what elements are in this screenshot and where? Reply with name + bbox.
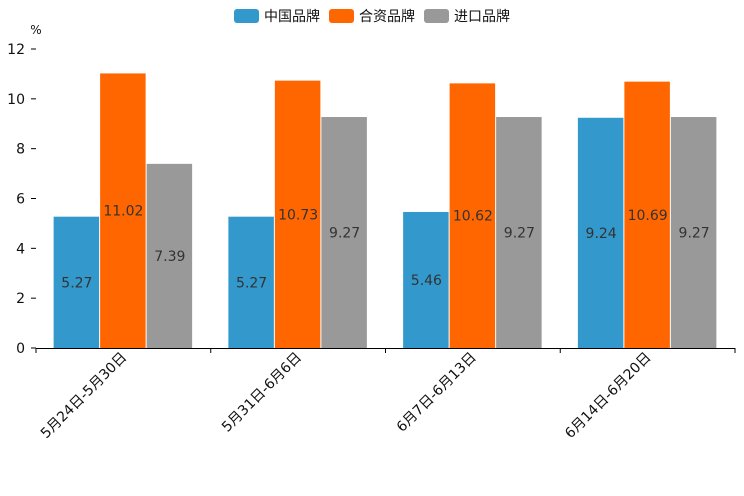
data-label: 11.02 — [103, 204, 143, 220]
legend-label: 中国品牌 — [264, 8, 320, 25]
data-label: 9.27 — [504, 226, 535, 242]
bar-1-4 — [577, 117, 624, 349]
data-label: 5.27 — [61, 275, 92, 291]
data-label: 10.69 — [628, 208, 668, 224]
data-label: 7.39 — [154, 249, 185, 265]
data-labels: 5.27 11.02 7.39 5.27 10.73 9.27 5.46 10.62 9.27 9… — [61, 204, 709, 292]
x-tick-label: 5月24日-5月30日 — [38, 350, 130, 442]
data-label: 9.27 — [329, 226, 360, 242]
y-tick-label: 6 — [16, 192, 25, 208]
y-tick-label: 0 — [16, 341, 25, 357]
bar-1-2 — [228, 216, 274, 348]
data-label: 5.27 — [236, 275, 267, 291]
y-tick-label: 4 — [16, 241, 25, 257]
data-label: 9.27 — [679, 226, 710, 242]
y-tick-label: 10 — [7, 92, 25, 108]
data-label: 9.24 — [586, 226, 617, 242]
bar-1-1 — [53, 216, 100, 348]
y-tick-label: 8 — [16, 142, 25, 158]
legend-swatch — [329, 9, 354, 23]
legend-swatch — [234, 9, 259, 23]
bar-3-1 — [146, 163, 193, 348]
legend-label: 进口品牌 — [454, 8, 510, 25]
x-axis: 5月24日-5月30日 5月31日-6月6日 6月7日-6月13日 6月14日-6月2… — [35, 348, 736, 442]
legend-swatch — [424, 9, 449, 23]
bar-3-3 — [496, 117, 542, 349]
y-tick-label: 12 — [7, 42, 25, 58]
bar-2-1 — [100, 73, 146, 348]
legend: 中国品牌 合资品牌 进口品牌 — [234, 8, 510, 25]
y-axis-unit-label: % — [30, 23, 41, 37]
data-label: 10.73 — [278, 207, 318, 223]
bar-2-2 — [274, 80, 321, 348]
data-label: 10.62 — [453, 209, 493, 225]
bar-3-4 — [670, 117, 717, 349]
x-tick-label: 5月31日-6月6日 — [219, 350, 305, 436]
bar-2-4 — [624, 81, 670, 348]
x-tick-label: 6月14日-6月20日 — [562, 350, 654, 442]
bar-2-3 — [449, 83, 496, 348]
bar-1-3 — [403, 211, 449, 348]
x-tick-label: 6月7日-6月13日 — [394, 350, 480, 436]
bar-3-2 — [321, 117, 367, 349]
bars — [53, 73, 717, 349]
y-axis: 0 2 4 6 8 10 12 — [7, 42, 36, 357]
legend-label: 合资品牌 — [359, 8, 415, 25]
y-tick-label: 2 — [16, 291, 25, 307]
data-label: 5.46 — [411, 273, 442, 289]
